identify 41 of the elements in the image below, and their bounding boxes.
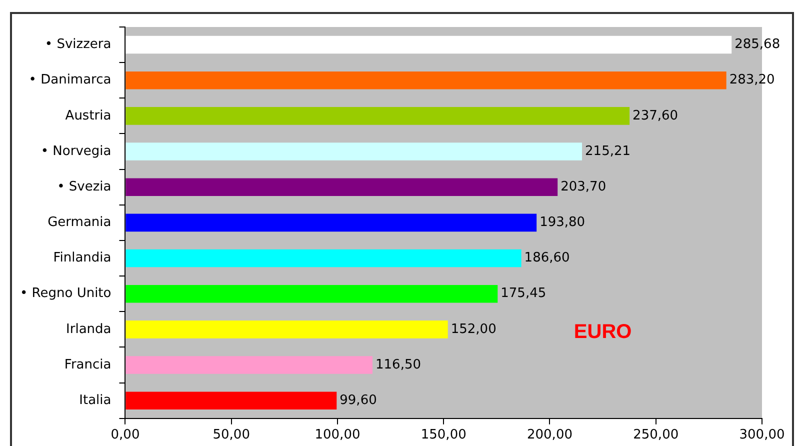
- bar: [126, 249, 522, 268]
- y-tick-label: Austria: [65, 108, 112, 124]
- data-label: 193,80: [540, 215, 586, 230]
- bar: [126, 284, 498, 303]
- data-label: 285,68: [734, 37, 780, 52]
- bar: [126, 178, 558, 196]
- data-label: 99,60: [340, 392, 377, 408]
- y-tick-label: Italia: [79, 392, 112, 408]
- data-label: 175,45: [500, 286, 546, 302]
- y-tick-label: Irlanda: [66, 322, 112, 337]
- y-tick-label: • Svizzera: [44, 37, 112, 52]
- x-tick-label: 50,00: [212, 428, 250, 443]
- bar: [126, 36, 732, 54]
- annotation: EURO: [574, 320, 632, 343]
- y-tick-label: • Norvegia: [40, 144, 112, 159]
- data-label: 152,00: [450, 322, 496, 337]
- x-tick-label: 250,00: [633, 428, 679, 443]
- x-tick-label: 150,00: [420, 428, 466, 443]
- bar: [126, 214, 537, 232]
- bar: [126, 107, 630, 125]
- data-label: 237,60: [632, 108, 678, 124]
- y-tick-label: Finlandia: [53, 250, 112, 266]
- data-label: 203,70: [560, 179, 606, 194]
- x-tick-label: 100,00: [314, 428, 360, 443]
- data-label: 186,60: [524, 250, 570, 266]
- data-label: 215,21: [585, 144, 631, 159]
- bar: [126, 142, 582, 160]
- data-label: 116,50: [376, 357, 422, 372]
- bar: [126, 71, 726, 90]
- x-tick-label: 200,00: [526, 428, 572, 443]
- y-tick-label: Germania: [48, 215, 112, 230]
- y-tick-label: • Danimarca: [28, 72, 112, 88]
- bar: [126, 392, 337, 410]
- x-tick-label: 300,00: [739, 428, 785, 443]
- x-tick-label: 0,00: [110, 428, 140, 443]
- y-tick-label: • Regno Unito: [20, 286, 112, 302]
- y-tick-label: • Svezia: [57, 179, 112, 194]
- y-tick-label: Francia: [64, 357, 112, 372]
- data-label: 283,20: [729, 72, 775, 88]
- bar: [126, 320, 448, 338]
- bar: [126, 356, 373, 374]
